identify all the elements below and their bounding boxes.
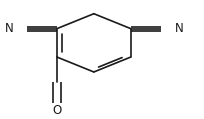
Text: N: N	[4, 22, 13, 35]
Text: N: N	[174, 22, 183, 35]
Text: O: O	[52, 104, 62, 117]
